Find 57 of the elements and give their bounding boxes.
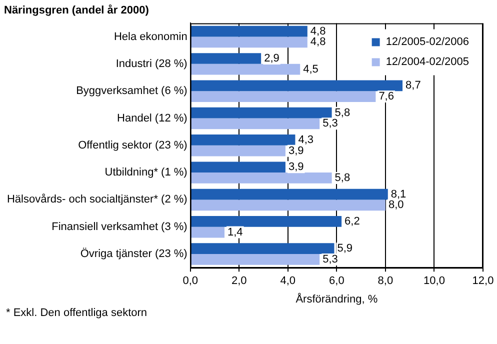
y-tick-label: Utbildning* (1 %): [104, 166, 188, 179]
x-tick-label: 2,0: [231, 275, 247, 288]
y-tick-label: Offentlig sektor (23 %): [78, 139, 188, 152]
bar: [190, 243, 334, 254]
y-tick-label: Handel (12 %): [117, 112, 188, 124]
y-tick-label: Hela ekonomin: [114, 30, 188, 43]
data-label: 8,0: [388, 199, 404, 212]
data-label: 5,8: [334, 172, 350, 184]
bar: [190, 216, 342, 227]
text: * Exkl. Den offentliga sektorn: [6, 307, 148, 319]
x-tick-label: 12,0: [472, 275, 494, 288]
data-label: 4,5: [303, 63, 318, 76]
data-label: 2,9: [264, 52, 280, 65]
x-tick-label: 4,0: [280, 275, 296, 288]
bar: [190, 80, 403, 92]
data-label: 3,9: [288, 161, 304, 174]
y-tick-label: Hälsovårds- och socialtjänster* (2 %): [6, 194, 188, 206]
bar: [190, 36, 308, 48]
data-label: 8,7: [406, 80, 421, 92]
y-tick-label: Industri (28 %): [116, 58, 188, 70]
data-label: 6,2: [344, 215, 360, 228]
y-tick-label: Övriga tjänster (23 %): [80, 247, 188, 260]
bar: [190, 226, 224, 238]
x-tick-label: 6,0: [329, 275, 344, 288]
bar: [190, 145, 286, 156]
y-tick-label: Byggverksamhet (6 %): [76, 85, 188, 98]
data-label: 5,9: [337, 242, 353, 255]
data-label: 5,3: [322, 118, 338, 130]
x-tick-label: 8,0: [378, 275, 394, 288]
x-tick-label: 0,0: [182, 275, 198, 288]
data-label: 4,8: [310, 25, 326, 38]
data-label: 7,6: [378, 90, 394, 103]
legend-label: 12/2005-02/2006: [386, 36, 469, 48]
bar: [190, 91, 376, 102]
bar: [190, 134, 296, 146]
bar: [190, 53, 262, 64]
data-label: 8,1: [390, 188, 406, 200]
legend-label: 12/2004-02/2005: [386, 56, 469, 68]
data-label: 4,8: [310, 36, 326, 48]
y-tick-label: Finansiell verksamhet (3 %): [52, 220, 188, 233]
x-axis-title: Årsförändring, %: [296, 292, 378, 306]
bar: [190, 172, 332, 184]
data-label: 5,3: [322, 253, 338, 266]
bar: [190, 254, 320, 265]
bar: [190, 26, 308, 37]
bar: [190, 107, 332, 118]
data-label: 5,8: [334, 106, 350, 119]
data-label: 3,9: [288, 144, 304, 157]
bar: [190, 188, 388, 200]
text: Näringsgren (andel år 2000): [4, 4, 150, 17]
data-label: 1,4: [227, 226, 243, 238]
bar: [190, 200, 386, 211]
bar: [190, 162, 286, 173]
bar: [190, 118, 320, 130]
bar: [190, 64, 300, 75]
x-tick-label: 10,0: [424, 275, 445, 288]
data-label: 4,3: [298, 134, 314, 146]
